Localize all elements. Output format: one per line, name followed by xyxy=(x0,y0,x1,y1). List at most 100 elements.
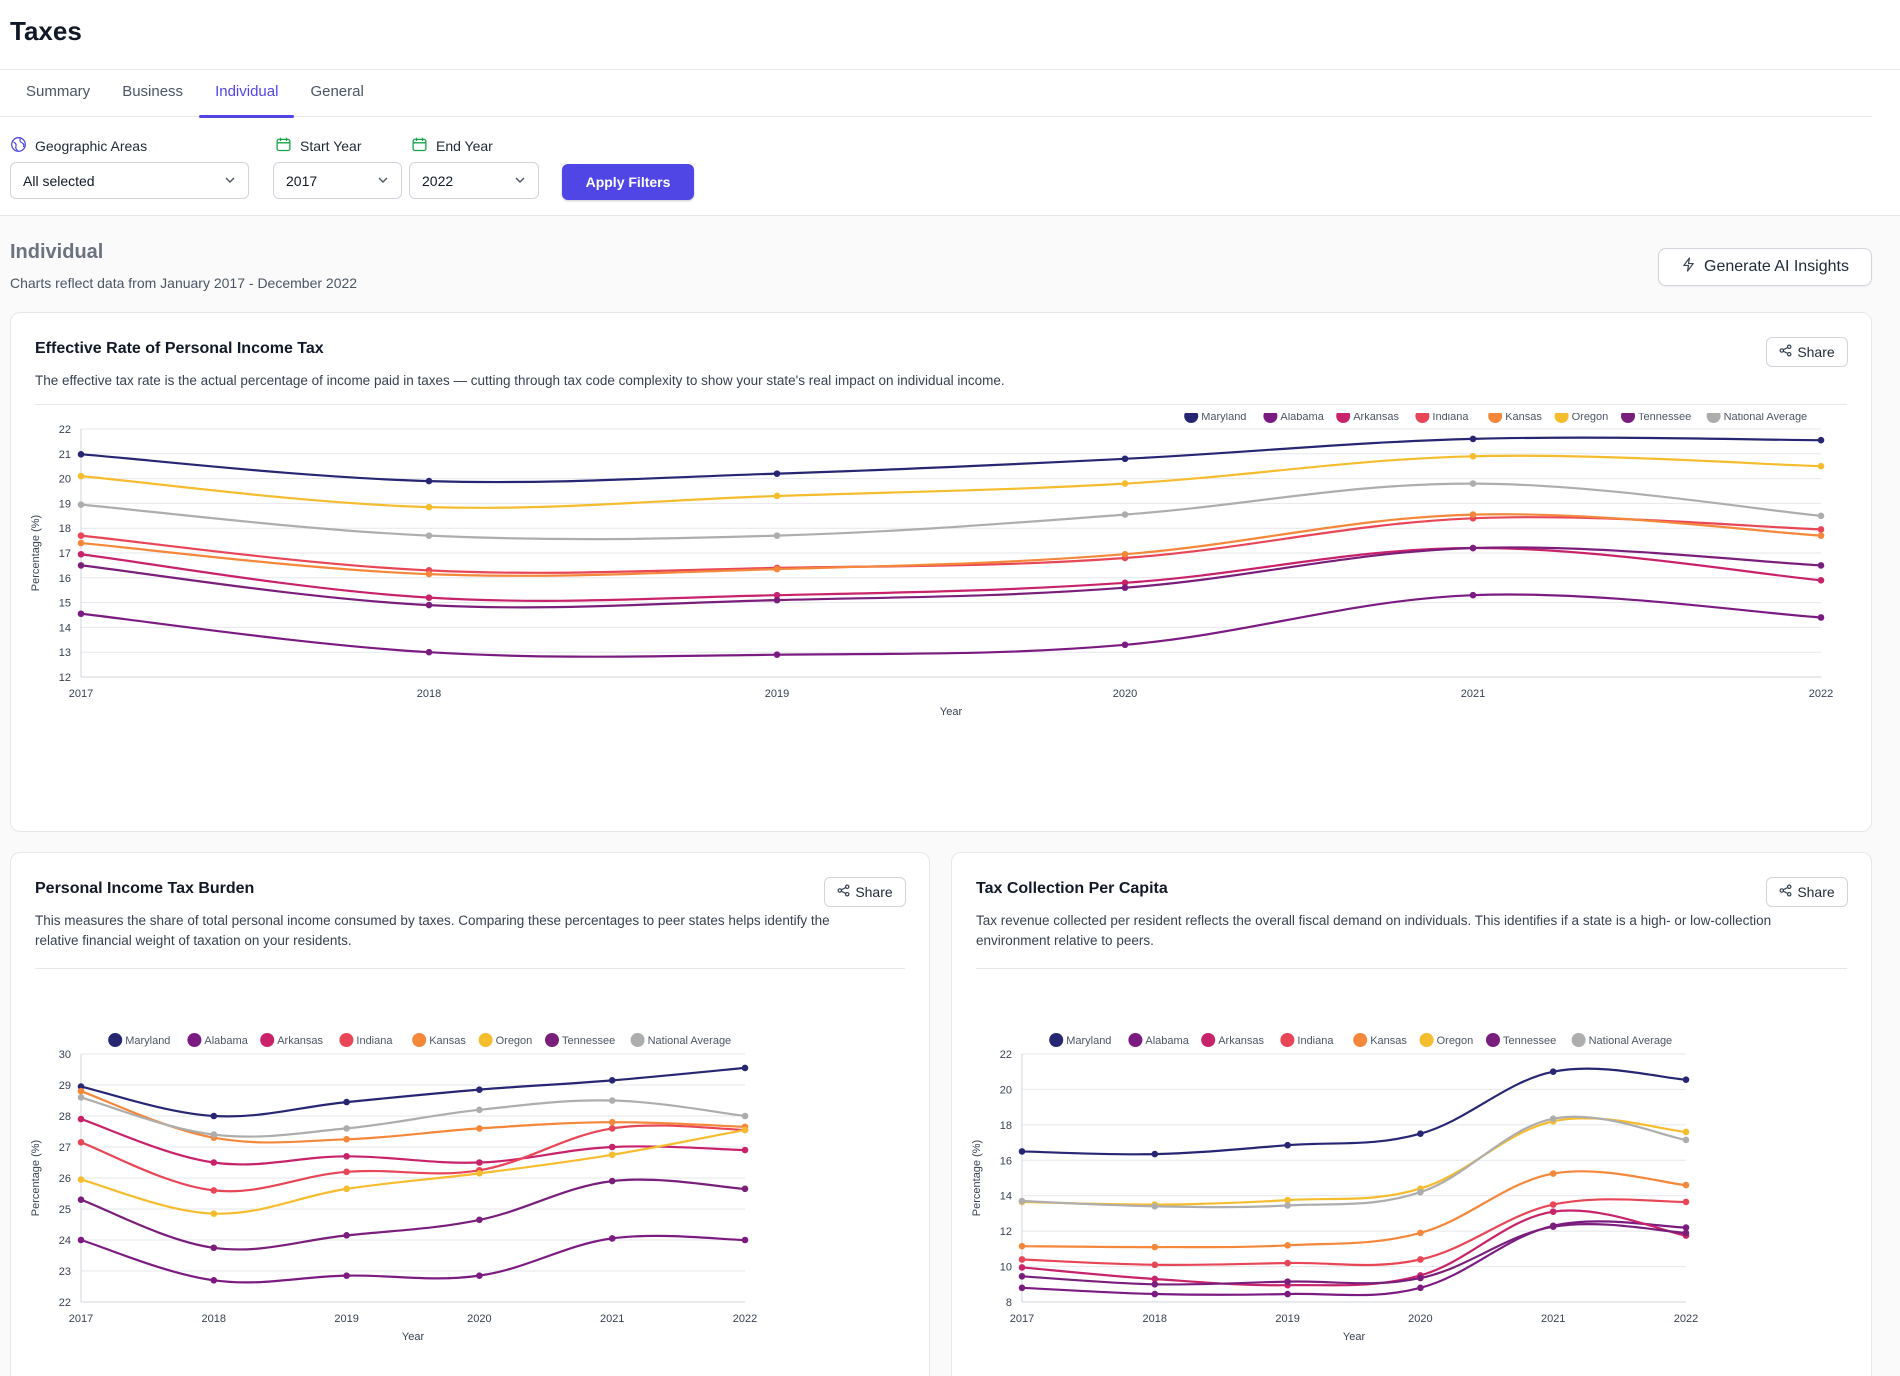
card-description: This measures the share of total persona… xyxy=(35,913,830,948)
tab-summary[interactable]: Summary xyxy=(26,83,91,100)
apply-filters-button[interactable]: Apply Filters xyxy=(562,164,694,200)
legend-label: Alabama xyxy=(204,1035,248,1047)
x-tick-label: 2017 xyxy=(69,1313,93,1325)
generate-ai-insights-button[interactable]: Generate AI Insights xyxy=(1658,248,1872,286)
legend-label: Maryland xyxy=(1201,413,1246,423)
section-title: Individual xyxy=(10,241,104,263)
data-point xyxy=(1682,1181,1690,1189)
data-point xyxy=(741,1064,749,1072)
share-button[interactable]: Share xyxy=(824,877,906,907)
legend-swatch xyxy=(1706,413,1721,423)
end-year-select[interactable]: 2022 xyxy=(409,162,539,199)
data-point xyxy=(476,1125,483,1132)
y-tick-label: 22 xyxy=(59,1297,71,1309)
x-axis-title: Year xyxy=(402,1331,425,1343)
share-button[interactable]: Share xyxy=(1766,877,1848,907)
data-point xyxy=(425,648,433,656)
data-point xyxy=(476,1106,483,1114)
y-tick-label: 18 xyxy=(59,523,71,535)
legend-label: Indiana xyxy=(356,1035,393,1047)
legend-label: National Average xyxy=(648,1035,732,1047)
grid xyxy=(1022,1053,1686,1303)
series-national-average xyxy=(77,1094,749,1138)
x-tick-label: 2019 xyxy=(1275,1313,1299,1325)
legend-item-indiana: Indiana xyxy=(1280,1033,1334,1047)
data-point xyxy=(1151,1243,1159,1251)
series-line xyxy=(1021,1198,1687,1267)
legend-item-kansas: Kansas xyxy=(1488,413,1542,423)
series-line xyxy=(80,1124,746,1193)
series-national-average xyxy=(77,480,1825,541)
tab-general[interactable]: General xyxy=(310,83,364,100)
y-tick-label: 19 xyxy=(59,498,71,510)
x-tick-label: 2018 xyxy=(1143,1313,1167,1325)
legend-swatch xyxy=(1128,1033,1143,1047)
share-button[interactable]: Share xyxy=(1766,337,1848,367)
globe-icon xyxy=(10,136,27,156)
y-axis-title: Percentage (%) xyxy=(30,1140,42,1216)
series-line xyxy=(80,516,1822,574)
data-point xyxy=(1018,1264,1026,1271)
series-oregon xyxy=(77,452,1825,511)
data-point xyxy=(343,1153,350,1160)
legend-item-national-average: National Average xyxy=(630,1033,732,1047)
card-divider xyxy=(35,404,1847,405)
data-point xyxy=(1469,435,1477,443)
data-point xyxy=(476,1159,483,1166)
legend-item-national-average: National Average xyxy=(1571,1033,1672,1047)
data-point xyxy=(1549,1223,1557,1231)
legend: Maryland Alabama Arkansas Indiana Kansas Oreg… xyxy=(108,1033,731,1047)
legend-item-tennessee: Tennessee xyxy=(545,1033,615,1047)
y-tick-label: 16 xyxy=(59,573,71,585)
y-tick-label: 8 xyxy=(1006,1297,1012,1309)
geographic-areas-select[interactable]: All selected xyxy=(10,162,249,199)
data-point xyxy=(210,1159,218,1166)
data-point xyxy=(1417,1229,1424,1237)
data-point xyxy=(773,492,781,500)
share-label: Share xyxy=(1797,884,1835,900)
legend-swatch xyxy=(1049,1033,1064,1047)
y-tick-label: 21 xyxy=(59,449,71,461)
legend-label: National Average xyxy=(1724,413,1808,423)
x-tick-label: 2021 xyxy=(1461,688,1485,700)
series-line xyxy=(1021,1220,1687,1297)
data-point xyxy=(1417,1274,1424,1282)
data-point xyxy=(741,1185,749,1193)
legend-item-oregon: Oregon xyxy=(1419,1033,1473,1047)
data-point xyxy=(77,1115,85,1123)
data-point xyxy=(210,1244,218,1252)
start-year-select[interactable]: 2017 xyxy=(273,162,402,199)
chevron-down-icon xyxy=(377,173,389,189)
data-point xyxy=(1284,1278,1291,1285)
share-icon xyxy=(1779,344,1792,360)
y-tick-label: 13 xyxy=(59,647,71,659)
x-tick-label: 2020 xyxy=(467,1313,491,1325)
legend-swatch xyxy=(1486,1033,1500,1047)
y-tick-label: 24 xyxy=(59,1235,71,1247)
series-line xyxy=(1021,1170,1687,1249)
share-label: Share xyxy=(1797,344,1835,360)
card-description: Tax revenue collected per resident refle… xyxy=(976,913,1772,948)
filter-bar: Geographic Areas All selected Start Year… xyxy=(0,117,1900,216)
data-point xyxy=(77,610,85,618)
data-point xyxy=(476,1216,483,1224)
legend-label: Indiana xyxy=(1297,1035,1334,1047)
series-tennessee xyxy=(1018,1222,1690,1288)
data-point xyxy=(425,570,433,578)
income-tax-burden-card: Personal Income Tax Burden This measures… xyxy=(10,852,930,1376)
data-point xyxy=(773,596,781,604)
series-line xyxy=(80,1066,746,1118)
data-point xyxy=(741,1112,749,1120)
data-point xyxy=(1682,1198,1690,1206)
legend-swatch xyxy=(545,1033,559,1047)
data-point xyxy=(1682,1229,1690,1237)
series-maryland xyxy=(77,1064,749,1120)
legend-swatch xyxy=(630,1033,645,1047)
tab-individual[interactable]: Individual xyxy=(199,70,295,118)
series-line xyxy=(80,1118,746,1166)
legend-label: Tennessee xyxy=(1638,413,1691,423)
tab-business[interactable]: Business xyxy=(122,83,184,100)
series-line xyxy=(80,1234,746,1284)
legend-label: Maryland xyxy=(125,1035,170,1047)
series-alabama xyxy=(77,1234,749,1284)
